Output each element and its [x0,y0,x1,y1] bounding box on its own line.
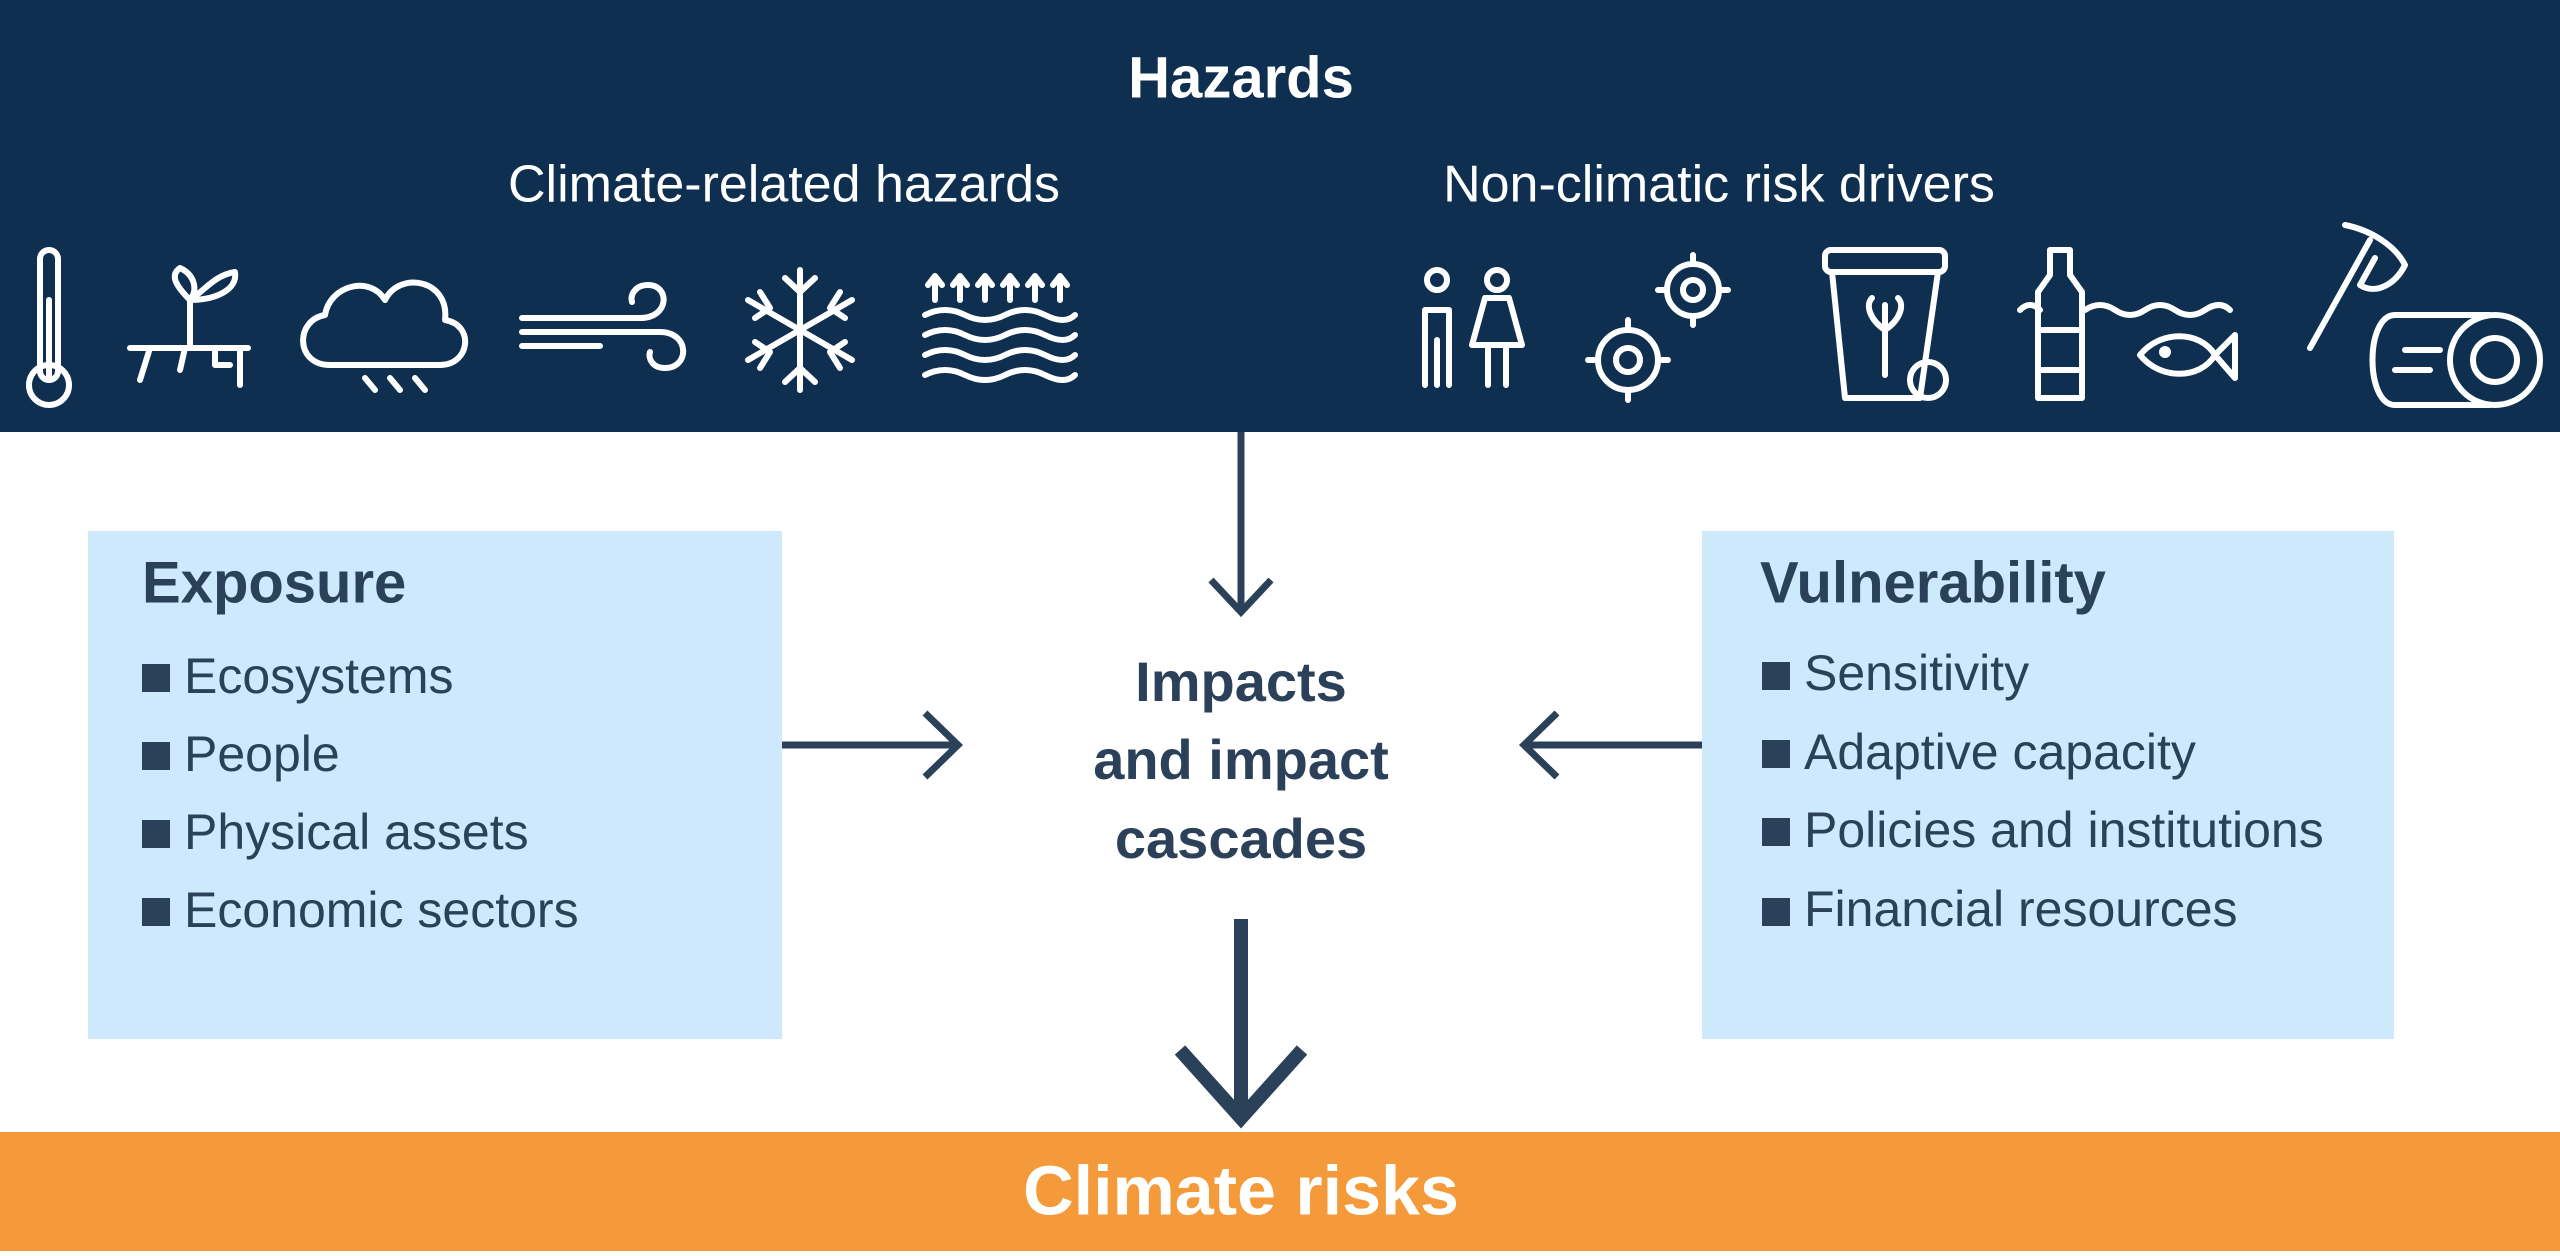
bullet [142,742,170,770]
exposure-item: Ecosystems [184,648,454,704]
risks-title: Climate risks [1023,1151,1459,1229]
risks-band [0,1132,2560,1251]
bullet [1762,662,1790,690]
arrow-down-hazards [1208,432,1274,618]
bullet [1762,818,1790,846]
impacts-line: and impact [1093,728,1389,791]
non-climatic-label: Non-climatic risk drivers [1443,156,1995,214]
bullet [1762,898,1790,926]
vulnerability-item: Financial resources [1804,881,2238,937]
vulnerability-item: Adaptive capacity [1804,724,2196,780]
bin-icon [1822,247,1949,401]
exposure-item: Economic sectors [184,882,579,938]
vulnerability-title: Vulnerability [1760,550,2106,615]
wind-icon [519,282,687,371]
arrow-left-vulnerability [1518,710,1702,780]
impacts-label: Impacts and impact cascades [1093,650,1389,870]
arrow-right-exposure [782,710,964,780]
vulnerability-box [1702,531,2394,1039]
arrows [782,432,1702,1129]
hazard-icons [26,222,2543,408]
impacts-line: cascades [1115,807,1367,870]
hazards-band [0,0,2560,432]
exposure-box [88,531,782,1039]
people-icon [1422,267,1525,388]
sea-level-icon [922,273,1078,383]
exposure-item: Physical assets [184,804,529,860]
rain-cloud-icon [300,279,469,393]
drought-plant-icon [127,265,251,388]
climate-hazards-label: Climate-related hazards [508,156,1060,214]
snowflake-icon [745,267,855,393]
bullet [142,898,170,926]
bullet [142,820,170,848]
exposure-list: Ecosystems People Physical assets Econom… [142,648,579,938]
vulnerability-item: Sensitivity [1804,645,2029,701]
bullet [142,664,170,692]
exposure-item: People [184,726,340,782]
bullet [1762,740,1790,768]
vulnerability-item: Policies and institutions [1804,802,2324,858]
gears-icon [1585,252,1731,403]
vulnerability-list: Sensitivity Adaptive capacity Policies a… [1762,645,2324,937]
impacts-line: Impacts [1135,650,1347,713]
exposure-title: Exposure [142,550,406,615]
arrow-down-risks [1174,919,1308,1129]
deforestation-icon [2307,222,2543,408]
hazards-title: Hazards [1128,45,1354,110]
pollution-icon [2017,247,2238,401]
thermometer-icon [26,247,72,408]
